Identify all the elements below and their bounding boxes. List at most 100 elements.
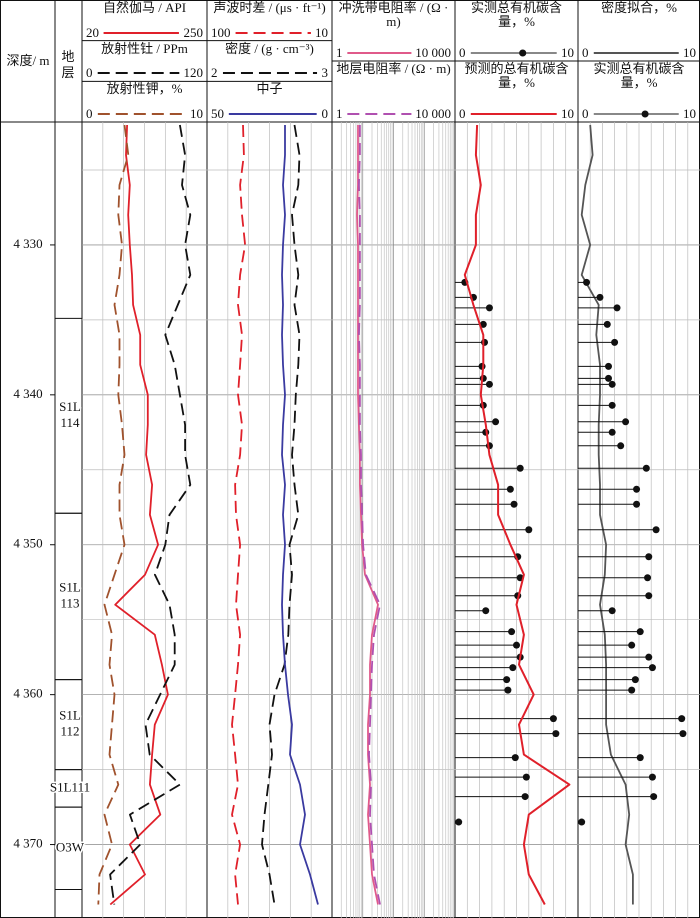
legend-sample	[469, 49, 559, 57]
measured-point	[645, 592, 653, 600]
measured-point	[521, 793, 529, 801]
curve-title: 实测总有机碳含量，%	[470, 0, 562, 29]
strata-label: S1L111	[50, 779, 90, 794]
scale-min: 2	[211, 65, 218, 81]
measured-point	[652, 526, 660, 534]
measured-point	[513, 641, 520, 649]
measured-point	[482, 607, 490, 615]
log-curve	[261, 124, 301, 905]
scale-min: 1	[336, 45, 343, 60]
measured-point	[481, 338, 489, 346]
log-curve	[231, 124, 246, 905]
curve-header: 声波时差 / (μs · ft⁻¹) 100 10	[207, 0, 332, 41]
scale-min: 100	[211, 24, 231, 40]
measured-point	[648, 664, 656, 672]
scale-max: 10	[190, 105, 203, 121]
measured-point	[455, 818, 463, 826]
scale-row: 0 10	[459, 107, 574, 121]
curve-header: 实测总有机碳含量，% 0 10	[578, 61, 700, 122]
curve-header: 自然伽马 / API 20 250	[82, 0, 207, 41]
y-tick-label: 4 360	[13, 686, 42, 701]
scale-min: 0	[86, 105, 93, 121]
measured-point	[503, 676, 511, 684]
legend-sample	[227, 109, 319, 119]
strata-label: S1L	[59, 399, 81, 414]
scale-row: 100 10	[211, 24, 328, 40]
legend-sample	[96, 109, 188, 119]
measured-point	[485, 304, 493, 312]
scale-row: 0 10	[582, 46, 696, 60]
curve-header: 中子 50 0	[207, 81, 332, 122]
log-curve	[356, 125, 379, 905]
measured-point	[603, 320, 611, 328]
strata-header: 地层	[61, 49, 74, 80]
scale-row: 1 10 000	[336, 46, 451, 60]
measured-point	[645, 553, 653, 561]
curve-title: 预测的总有机碳含量，%	[464, 61, 569, 90]
scale-row: 50 0	[211, 105, 328, 121]
measured-point	[608, 607, 616, 615]
log-curve	[281, 125, 319, 905]
curve-title: 实测总有机碳含量，%	[593, 61, 685, 90]
log-curve	[580, 124, 634, 905]
legend-sample	[592, 110, 681, 118]
scale-row: 0 10	[582, 107, 696, 121]
legend-sample	[234, 28, 313, 38]
y-tick-label: 4 370	[13, 836, 42, 851]
scale-min: 0	[459, 45, 466, 60]
curve-title: 密度拟合，%	[601, 0, 677, 15]
scale-max: 10	[561, 45, 574, 60]
measured-point	[650, 793, 658, 801]
measured-point	[485, 380, 493, 388]
measured-point	[628, 641, 636, 649]
log-curve	[358, 125, 381, 905]
curve-title: 密度 / (g · cm⁻³)	[225, 40, 314, 56]
measured-point	[678, 715, 686, 723]
measured-point	[578, 818, 586, 826]
scale-max: 120	[183, 65, 204, 81]
legend-dot	[641, 110, 649, 118]
measured-point	[516, 464, 524, 472]
strata-label: 112	[60, 724, 79, 739]
measured-point	[605, 362, 612, 370]
scale-max: 10	[683, 106, 696, 121]
y-tick-label: 4 330	[13, 236, 42, 251]
strata-label: O3W	[56, 839, 85, 854]
y-tick-label: 4 350	[13, 536, 42, 551]
measured-point	[633, 485, 641, 493]
curve-header: 实测总有机碳含量，% 0 10	[455, 0, 578, 61]
log-curve	[109, 124, 169, 906]
scale-min: 1	[336, 106, 343, 121]
legend-dot	[518, 49, 526, 57]
scale-min: 50	[211, 105, 224, 121]
y-tick-label: 4 340	[13, 386, 42, 401]
measured-point	[552, 730, 560, 738]
measured-point	[613, 304, 621, 312]
measured-point	[628, 686, 636, 694]
scale-max: 10	[683, 45, 696, 60]
strata-label: S1L	[59, 708, 81, 723]
measured-point	[679, 730, 687, 738]
scale-min: 0	[582, 45, 589, 60]
curve-header: 冲洗带电阻率 / (Ω · m) 1 10 000	[332, 0, 455, 61]
curve-title: 声波时差 / (μs · ft⁻¹)	[213, 0, 326, 15]
curve-title: 中子	[256, 81, 283, 97]
legend-sample	[469, 109, 559, 119]
measured-point	[511, 754, 519, 762]
measured-point	[608, 401, 616, 409]
legend-sample	[592, 48, 681, 58]
legend-sample	[96, 68, 181, 78]
scale-row: 0 10	[86, 105, 203, 121]
measured-point	[622, 418, 630, 426]
scale-min: 0	[459, 106, 466, 121]
measured-point	[508, 628, 516, 636]
measured-point	[636, 628, 644, 636]
scale-max: 10 000	[415, 106, 451, 121]
measured-point	[596, 293, 604, 301]
measured-point	[644, 574, 652, 582]
measured-point	[631, 676, 639, 684]
curve-header: 放射性钍 / PPm 0 120	[82, 41, 207, 82]
curve-title: 放射性钍 / PPm	[101, 40, 188, 56]
